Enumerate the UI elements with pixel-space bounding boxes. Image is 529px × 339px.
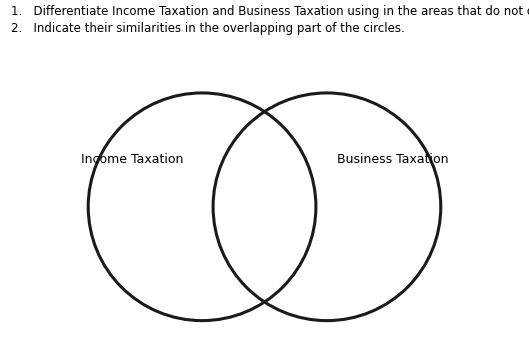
Text: 2.   Indicate their similarities in the overlapping part of the circles.: 2. Indicate their similarities in the ov…: [11, 22, 404, 35]
Text: Income Taxation: Income Taxation: [81, 153, 184, 165]
Text: Business Taxation: Business Taxation: [338, 153, 449, 165]
Text: 1.   Differentiate Income Taxation and Business Taxation using in the areas that: 1. Differentiate Income Taxation and Bus…: [11, 5, 529, 18]
